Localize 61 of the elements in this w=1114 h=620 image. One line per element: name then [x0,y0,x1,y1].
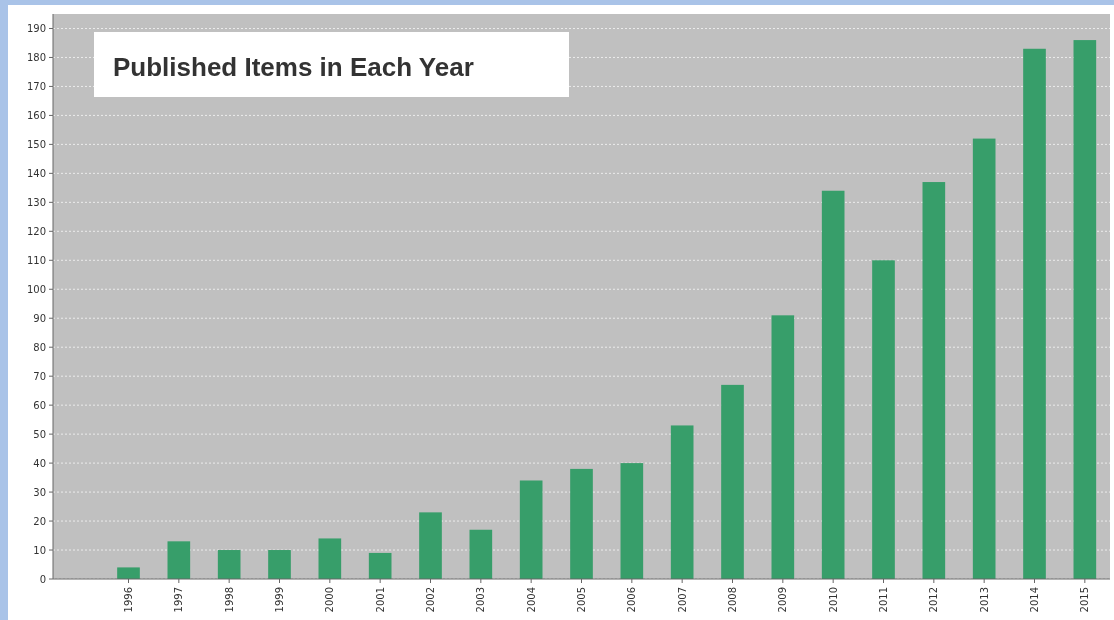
x-tick-label: 2002 [425,587,436,613]
x-tick-label: 1996 [123,587,134,613]
y-tick-label: 140 [26,167,46,179]
x-tick-label: 1997 [173,587,185,613]
bar [268,550,291,579]
bar [217,550,241,579]
y-tick-label: 190 [26,22,46,34]
x-tick-label: 2005 [576,587,587,613]
bar [670,425,694,579]
y-tick-label: 40 [33,457,46,469]
y-tick-label: 10 [33,544,46,556]
y-tick-label: 100 [26,283,46,295]
y-tick-label: 130 [26,196,46,208]
bar [368,552,392,579]
x-tick-label: 1998 [223,587,235,613]
bar [570,468,593,579]
x-tick-label: 2009 [777,587,789,613]
x-tick-label: 2014 [1029,587,1040,613]
x-tick-label: 2000 [324,587,336,613]
y-tick-label: 150 [26,138,46,150]
y-tick-label: 50 [33,428,46,440]
bar [419,512,442,579]
x-tick-label: 2008 [727,587,738,613]
bar [972,138,996,579]
x-tick-label: 2015 [1079,587,1091,613]
bar [1073,40,1097,579]
y-tick-label: 60 [33,399,46,411]
text: Published Items in Each Year [113,52,474,82]
bar [117,567,140,579]
x-tick-label: 2001 [374,587,386,613]
y-tick-label: 90 [33,312,46,324]
x-tick-label: 1999 [274,587,285,613]
y-tick-label: 0 [39,573,46,585]
x-tick-label: 2004 [525,587,537,613]
y-tick-label: 170 [26,80,46,92]
bar [721,384,744,579]
y-tick-label: 120 [26,225,46,237]
bar [620,463,644,579]
x-tick-label: 2010 [827,587,839,613]
y-tick-label: 160 [26,109,46,121]
x-tick-label: 2011 [878,587,889,613]
bar [1023,48,1046,579]
y-tick-label: 30 [33,486,46,498]
x-tick-label: 2013 [978,587,990,613]
bar [922,182,946,579]
x-tick-label: 2006 [626,587,638,613]
bar [872,260,895,579]
y-tick-label: 20 [33,515,46,527]
y-tick-label: 70 [33,370,46,382]
bar [821,190,845,579]
bar [519,480,543,579]
x-tick-label: 2012 [928,587,940,613]
x-tick-label: 2003 [475,587,487,613]
bar [771,315,795,579]
y-tick-label: 110 [26,254,46,266]
bar [167,541,191,579]
y-tick-label: 80 [33,341,46,353]
y-tick-label: 180 [26,51,46,63]
bar [469,529,493,579]
bar [318,538,342,579]
x-tick-label: 2007 [676,587,688,613]
